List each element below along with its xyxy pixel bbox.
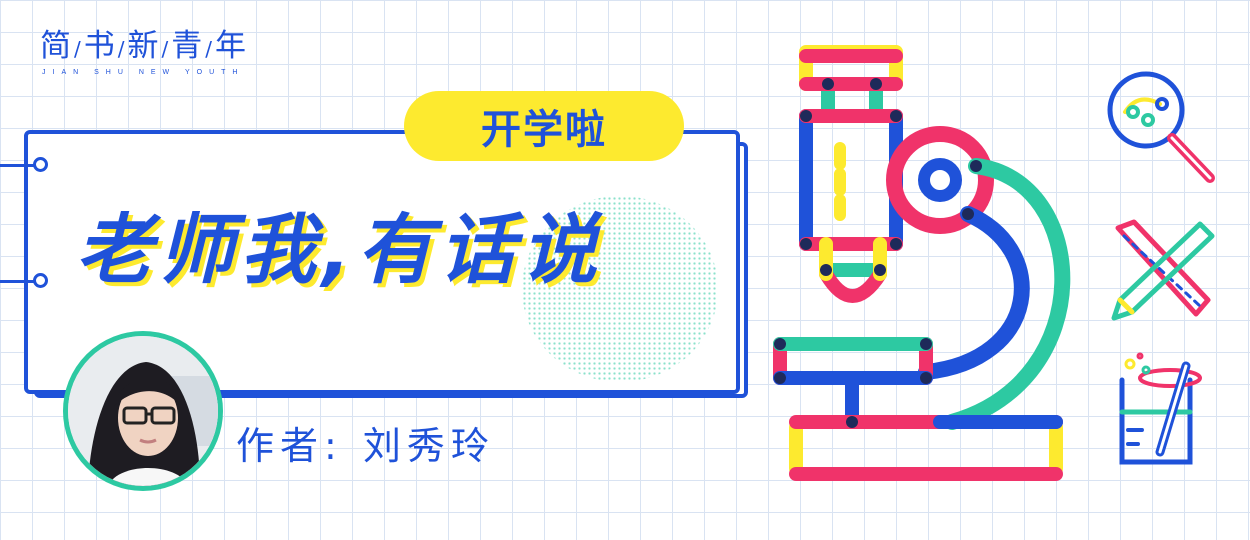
pin-line <box>0 280 36 283</box>
brand-separator: / <box>74 37 82 61</box>
avatar <box>63 331 223 491</box>
badge-label: 开学啦 <box>481 107 607 153</box>
badge-pill: 开学啦 <box>404 91 684 161</box>
brand-char: 书 <box>83 28 116 64</box>
brand-english: JIAN SHU NEW YOUTH <box>42 69 245 76</box>
dot-pattern <box>522 196 718 382</box>
beaker-icon <box>1119 352 1202 465</box>
pencil-ruler-cross-icon <box>1111 219 1215 321</box>
brand-separator: / <box>205 37 213 61</box>
brand-char: 青 <box>171 28 204 64</box>
pin-icon <box>33 157 48 172</box>
author-label: 作者: <box>236 424 343 468</box>
magnifier-icon <box>1107 71 1215 183</box>
headline: 老师我,有话说 <box>76 205 603 294</box>
brand-char: 简 <box>40 28 72 64</box>
person-photo-icon <box>68 336 218 486</box>
pin-icon <box>33 273 48 288</box>
brand-separator: / <box>161 37 170 61</box>
author-name: 刘秀玲 <box>362 424 495 468</box>
pin-line <box>0 164 36 167</box>
brand-separator: / <box>117 37 126 61</box>
brand-logo: 简/书/新/青/年 JIAN SHU NEW YOUTH <box>40 28 247 76</box>
brand-chinese: 简/书/新/青/年 <box>40 28 247 67</box>
microscope-icon <box>773 45 1071 481</box>
brand-char: 年 <box>215 28 247 64</box>
brand-char: 新 <box>127 28 160 64</box>
author-line: 作者: 刘秀玲 <box>236 424 495 468</box>
